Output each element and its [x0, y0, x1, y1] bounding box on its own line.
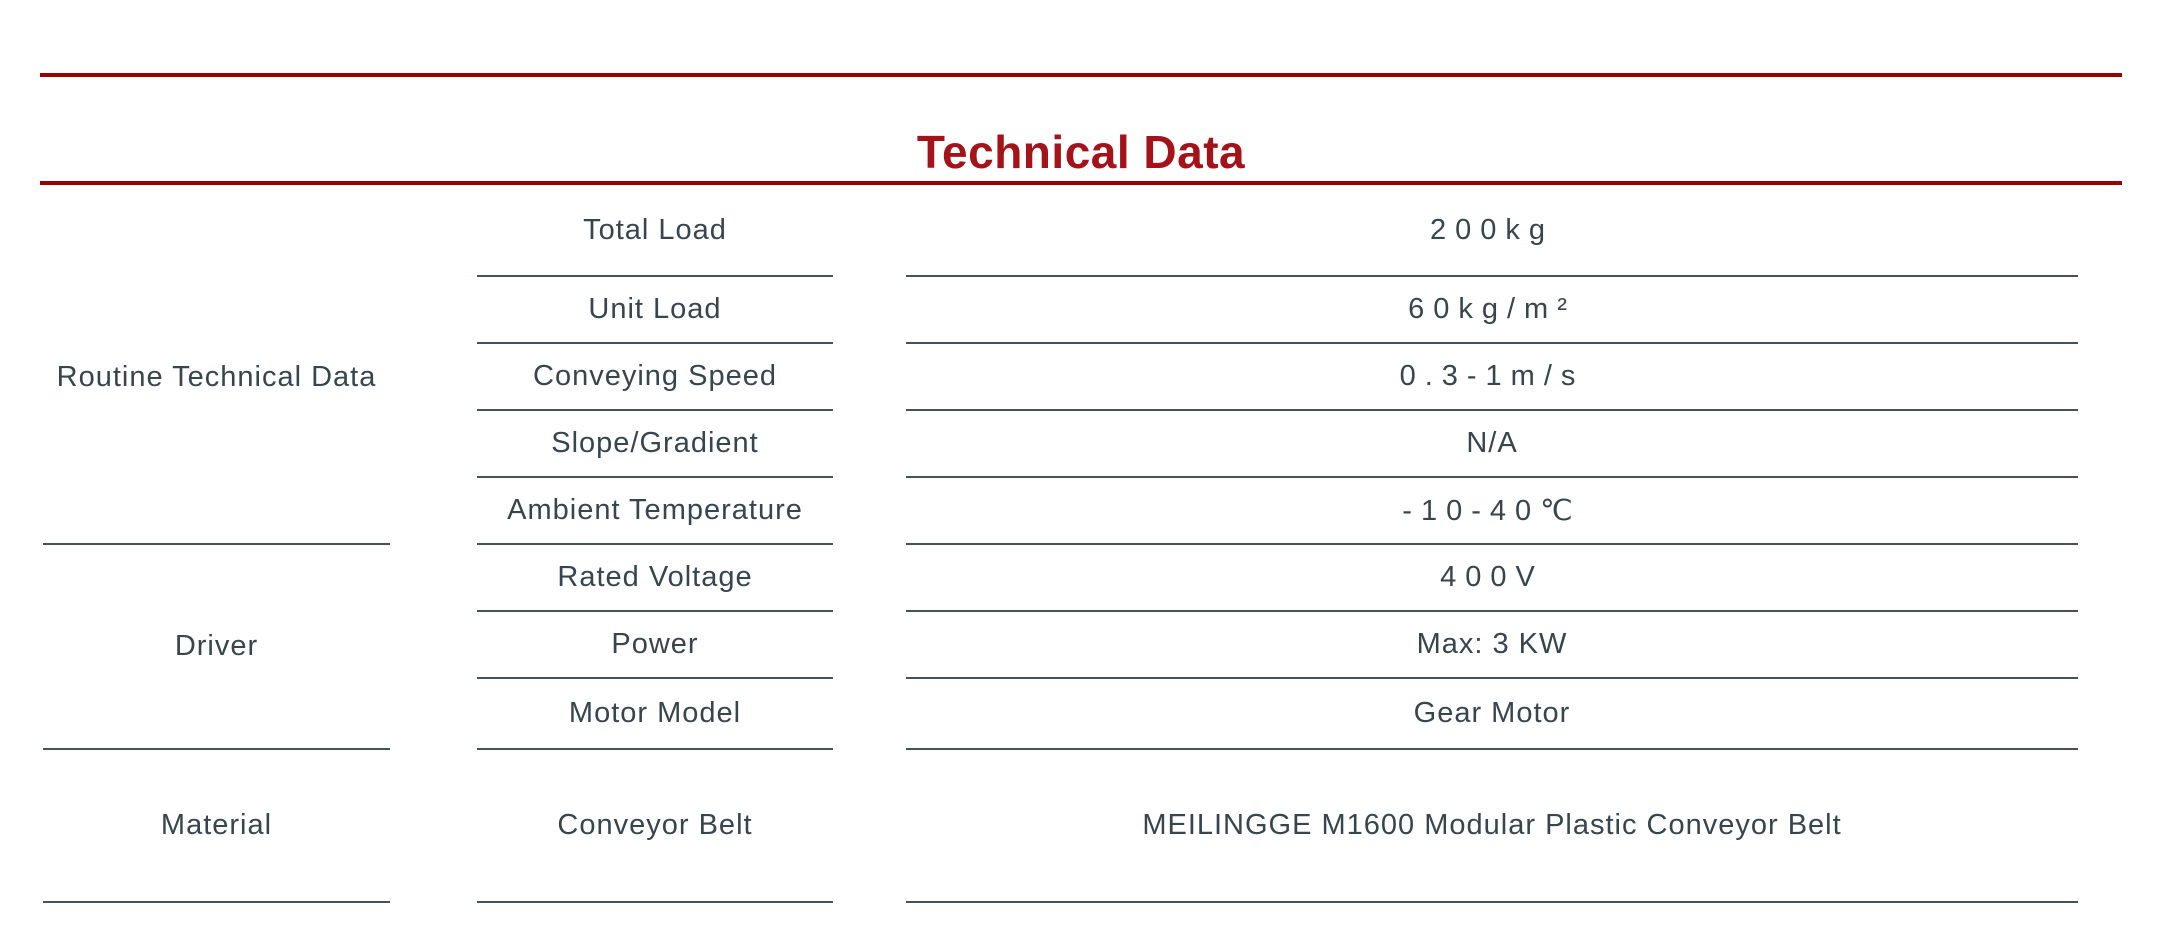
- group-label-cell: Routine Technical Data: [43, 186, 390, 545]
- title-underline-red-rule: [40, 181, 2122, 185]
- param-cell: Power: [477, 612, 833, 679]
- param-cell: Motor Model: [477, 679, 833, 750]
- group-label-cell: Driver: [43, 545, 390, 750]
- page-title: Technical Data: [916, 125, 1246, 178]
- param-cell: Conveying Speed: [477, 344, 833, 411]
- param-cell: Total Load: [477, 186, 833, 277]
- value-cell: N/A: [906, 411, 2078, 478]
- value-cell: 60kg/m²: [906, 277, 2078, 344]
- param-cell: Conveyor Belt: [477, 750, 833, 903]
- technical-data-table: Total Load 200kg Unit Load 60kg/m² Conveying…: [43, 186, 2078, 903]
- value-cell: -10-40℃: [906, 478, 2078, 545]
- value-cell: Max: 3 KW: [906, 612, 2078, 679]
- value-cell: Gear Motor: [906, 679, 2078, 750]
- param-cell: Rated Voltage: [477, 545, 833, 612]
- value-cell: 400V: [906, 545, 2078, 612]
- value-cell: 200kg: [906, 186, 2078, 277]
- param-cell: Slope/Gradient: [477, 411, 833, 478]
- value-cell: MEILINGGE M1600 Modular Plastic Conveyor…: [906, 750, 2078, 903]
- param-cell: Ambient Temperature: [477, 478, 833, 545]
- top-red-rule: [40, 73, 2122, 77]
- param-cell: Unit Load: [477, 277, 833, 344]
- group-label-cell: Material: [43, 750, 390, 903]
- value-cell: 0.3-1m/s: [906, 344, 2078, 411]
